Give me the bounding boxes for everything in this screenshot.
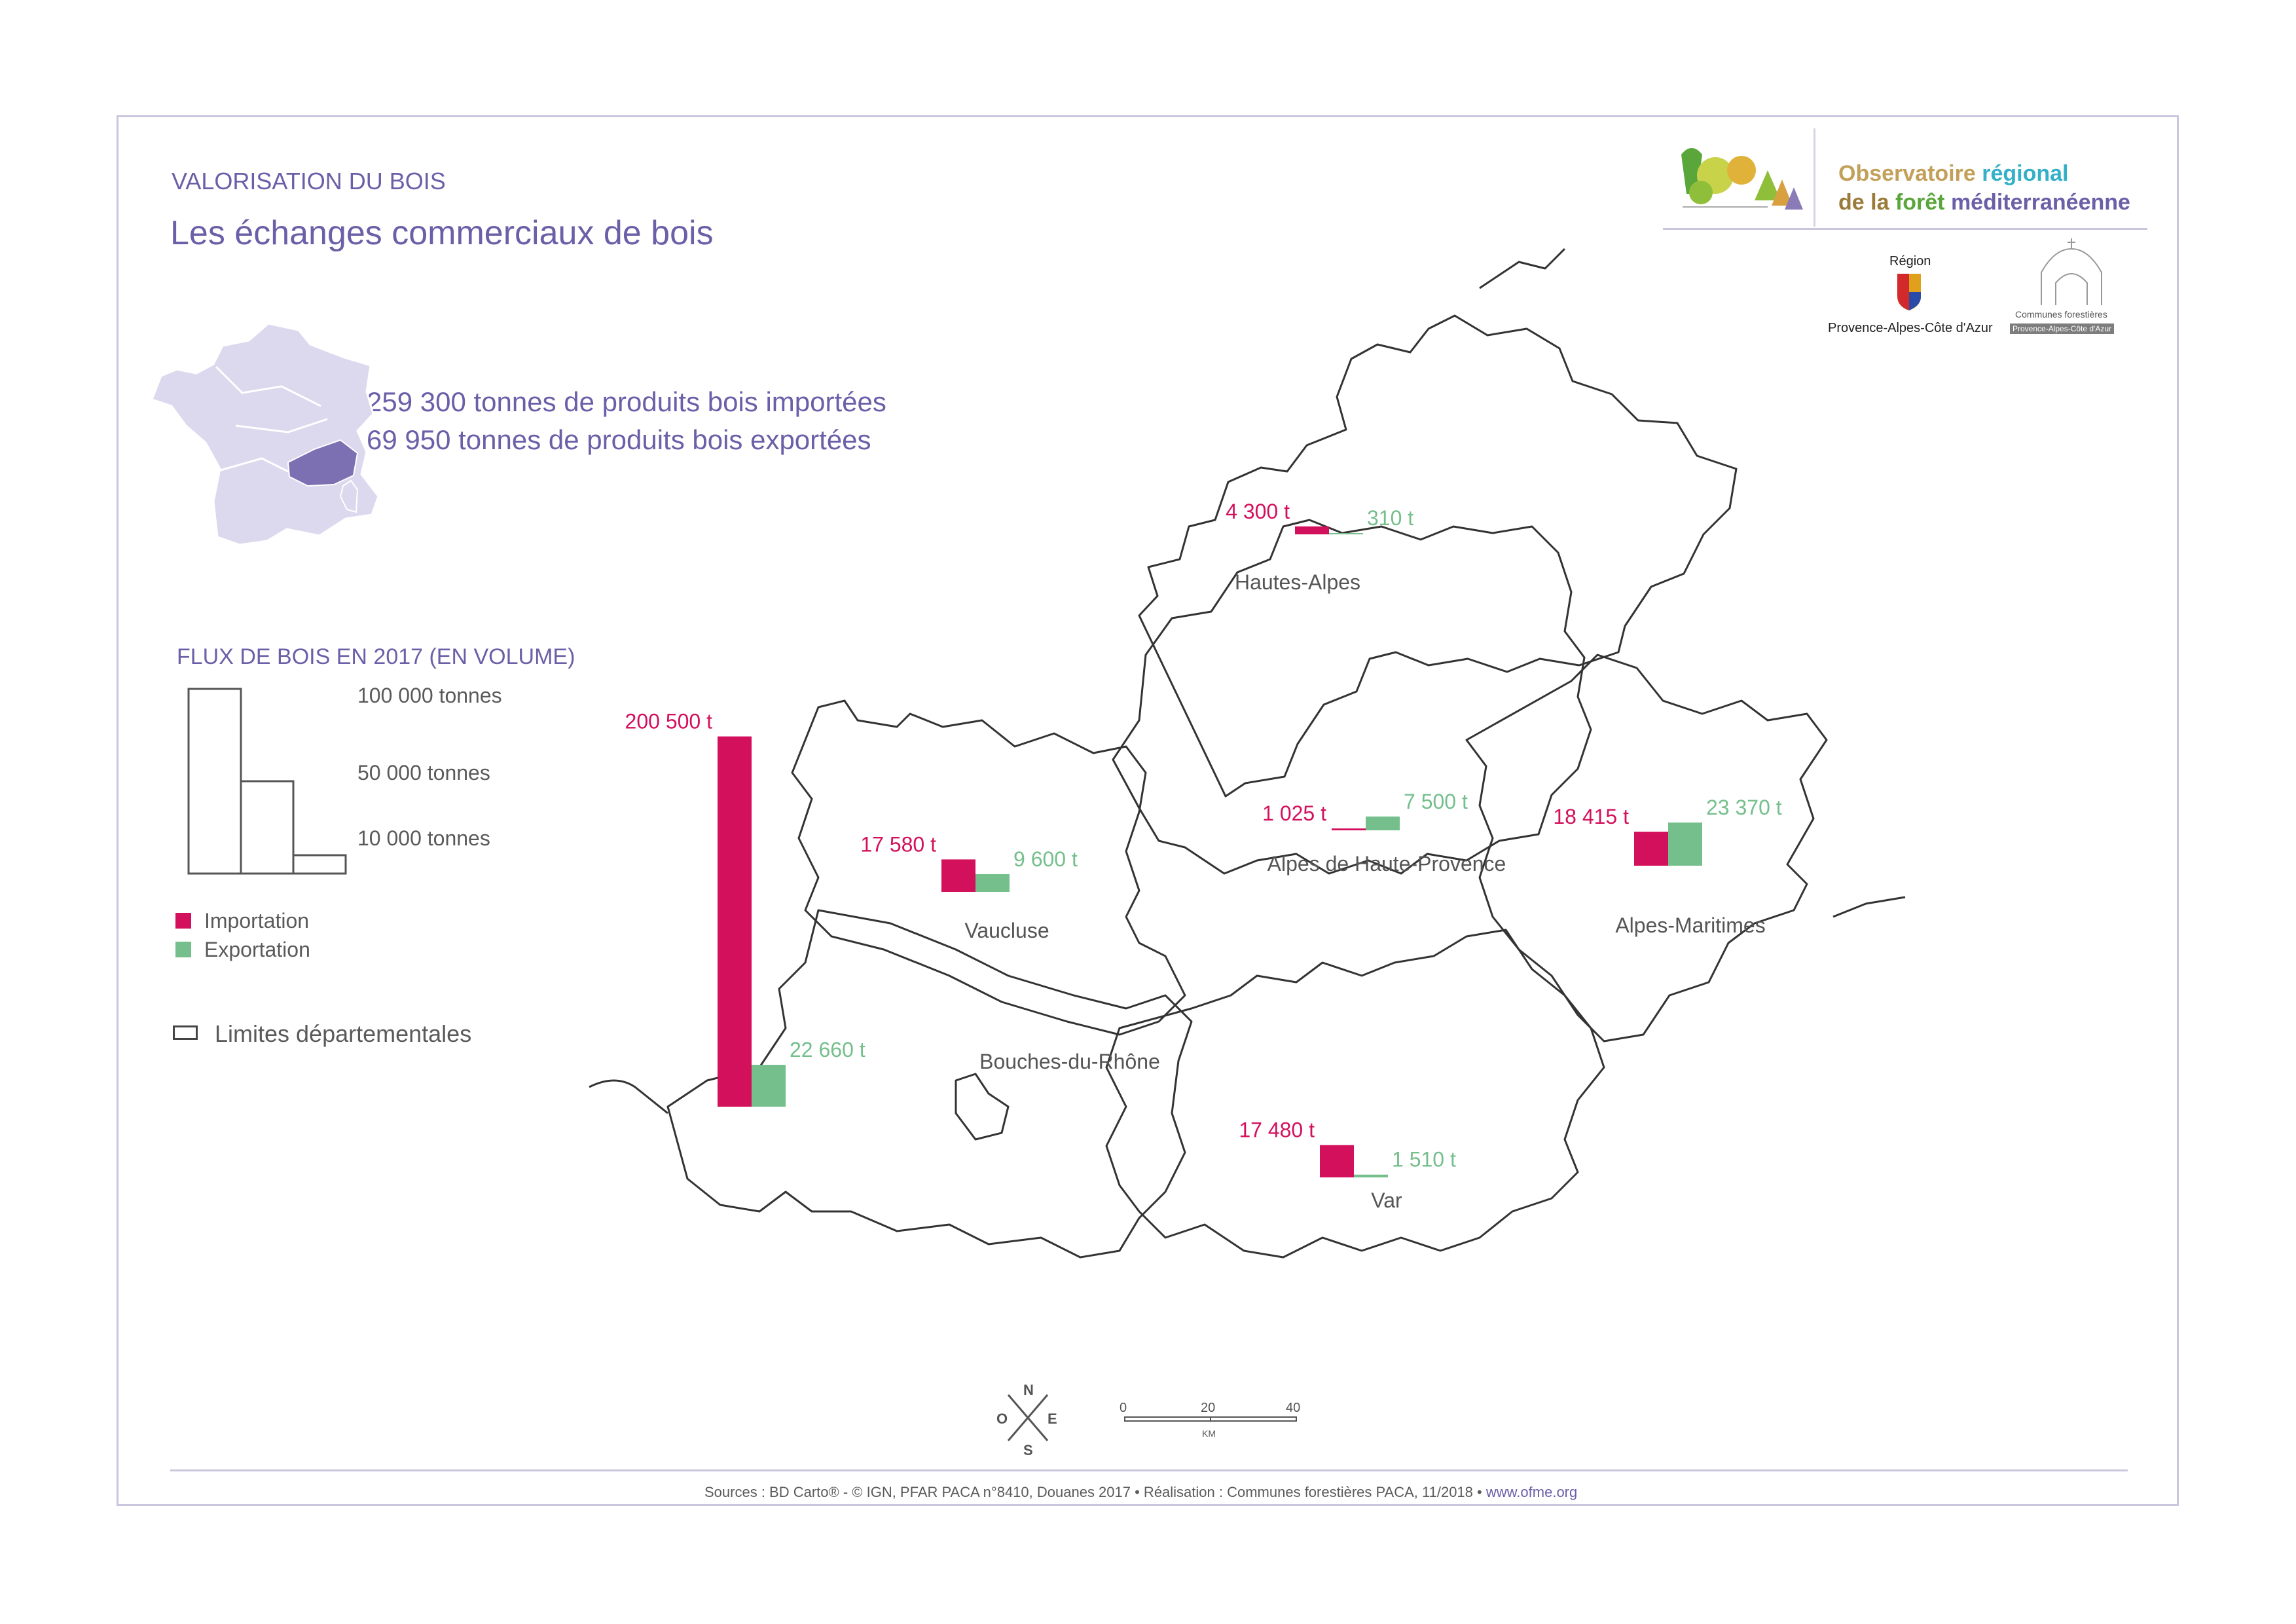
compass-rose-icon [1007, 1394, 1049, 1441]
dept-3-export-label: 9 600 t [1013, 847, 1078, 871]
dept-bouches-du-rhone [666, 909, 1193, 1259]
region-label: Région [1889, 254, 1931, 268]
dept-1-import-label: 1 025 t [1262, 802, 1326, 825]
ofme-word-foret: forêt [1895, 190, 1945, 215]
logo-underline [1663, 228, 2147, 230]
dept-alpes-haute-provence [1112, 519, 1592, 875]
scale-unit: KM [1202, 1428, 1216, 1439]
dept-4-name: Bouches-du-Rhône [979, 1050, 1160, 1073]
department-flow-bars: 4 300 t 310 t Hautes-Alpes 1 025 t 7 500 t Al… [625, 500, 1782, 1212]
footer-sources: Sources : BD Carto® - © IGN, PFAR PACA n… [704, 1484, 1577, 1501]
dept-0-name: Hautes-Alpes [1235, 570, 1360, 594]
dept-5-export-label: 1 510 t [1392, 1148, 1456, 1172]
compass-n: N [1023, 1382, 1034, 1398]
region-name: Provence-Alpes-Côte d'Azur [1828, 321, 1993, 335]
scale-bar [1124, 1416, 1297, 1422]
scale-0: 0 [1120, 1401, 1127, 1415]
dept-alpes-maritimes [1465, 654, 1828, 1043]
corsica [339, 479, 359, 513]
dept-4-export-bar [752, 1065, 786, 1107]
dept-2-import-bar [1634, 832, 1668, 866]
logo-separator [1813, 128, 1815, 227]
ofme-title-line2: de la forêt méditerranéenne [1838, 190, 2130, 215]
border-italy-south [1832, 896, 1906, 918]
legend-import-swatch [175, 913, 191, 929]
scale-40: 40 [1286, 1401, 1300, 1415]
dept-2-export-label: 23 370 t [1706, 796, 1782, 819]
dept-2-name: Alpes-Maritimes [1615, 913, 1765, 937]
dept-1-name: Alpes de Haute-Provence [1267, 852, 1506, 876]
dept-0-import-label: 4 300 t [1226, 500, 1290, 523]
legend-limits-label: Limites départementales [215, 1020, 472, 1047]
legend-bar-100k [187, 688, 242, 875]
lake-etang [955, 1073, 1010, 1141]
legend-limits-swatch [173, 1025, 198, 1040]
france-outline [151, 322, 380, 546]
communes-forestieres-logo-icon [2041, 238, 2102, 305]
legend-import-label: Importation [204, 909, 310, 932]
dept-1-import-bar [1332, 828, 1366, 830]
compass-o: O [996, 1411, 1008, 1427]
dept-3-export-bar [975, 874, 1010, 892]
border-italy-north [1479, 248, 1566, 289]
category-label: VALORISATION DU BOIS [172, 168, 446, 194]
dept-4-export-label: 22 660 t [790, 1038, 866, 1061]
dept-1-export-bar [1366, 816, 1400, 830]
ofme-title-line1: Observatoire régional [1838, 161, 2068, 187]
compass-e: E [1048, 1411, 1057, 1427]
france-inset-map [151, 322, 380, 546]
legend-scale-100k: 100 000 tonnes [357, 684, 502, 707]
dept-5-import-label: 17 480 t [1239, 1118, 1315, 1142]
dept-3-import-bar [941, 859, 975, 892]
dept-1-export-label: 7 500 t [1404, 790, 1468, 813]
scale-20: 20 [1201, 1401, 1215, 1415]
paca-highlight [287, 439, 359, 487]
page-frame [117, 115, 2179, 1506]
footer-sources-text: Sources : BD Carto® - © IGN, PFAR PACA n… [704, 1484, 1482, 1500]
cf-line1: Communes forestières [2015, 309, 2107, 320]
legend-export-swatch [175, 942, 191, 957]
dept-var [1105, 929, 1605, 1259]
legend-scale-10k: 10 000 tonnes [357, 826, 490, 850]
legend-bar-50k [240, 780, 295, 875]
legend-title: FLUX DE BOIS EN 2017 (EN VOLUME) [177, 644, 575, 669]
ofme-word-dela: de la [1838, 190, 1889, 215]
dept-5-name: Var [1371, 1189, 1402, 1212]
dept-5-import-bar [1320, 1145, 1354, 1177]
legend-scale-bars [187, 688, 347, 875]
footer-url[interactable]: www.ofme.org [1485, 1484, 1578, 1500]
ofme-word-observatoire: Observatoire [1838, 161, 1976, 186]
legend-scale-50k: 50 000 tonnes [357, 761, 490, 784]
dept-3-import-label: 17 580 t [860, 832, 936, 856]
legend-export-label: Exportation [204, 938, 310, 961]
dept-vaucluse [791, 699, 1186, 1036]
department-boundaries [589, 248, 1906, 1259]
dept-4-import-label: 200 500 t [625, 710, 713, 733]
compass-s: S [1023, 1442, 1033, 1458]
dept-4-import-bar [718, 736, 752, 1107]
dept-2-import-label: 18 415 t [1553, 805, 1629, 828]
dept-0-export-bar [1329, 533, 1363, 534]
region-coat-of-arms-icon [1897, 274, 1921, 310]
dept-0-import-bar [1295, 526, 1329, 534]
ofme-word-mediterraneenne: méditerranéenne [1950, 190, 2130, 215]
ofme-trees-logo-icon [1681, 148, 1803, 210]
cf-line2: Provence-Alpes-Côte d'Azur [2010, 323, 2115, 334]
footer-divider [170, 1469, 2128, 1471]
exports-summary: 69 950 tonnes de produits bois exportées [367, 424, 871, 455]
dept-3-name: Vaucluse [964, 919, 1049, 942]
imports-summary: 259 300 tonnes de produits bois importée… [367, 386, 886, 417]
dept-hautes-alpes [1138, 314, 1738, 798]
rhone-river [589, 1079, 668, 1115]
dept-5-export-bar [1354, 1174, 1388, 1177]
ofme-word-regional: régional [1982, 161, 2069, 186]
dept-0-export-label: 310 t [1367, 506, 1413, 530]
legend-bar-10k [292, 854, 347, 875]
page-title: Les échanges commerciaux de bois [170, 214, 714, 252]
dept-2-export-bar [1668, 822, 1702, 866]
